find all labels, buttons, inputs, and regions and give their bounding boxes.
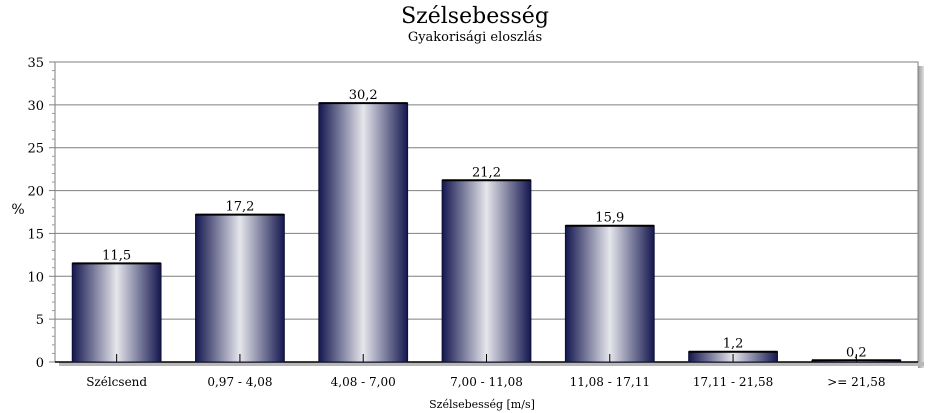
bar (441, 179, 532, 363)
data-label: 0,2 (846, 345, 867, 360)
y-tick-label: 20 (27, 185, 44, 200)
data-label: 15,9 (595, 211, 624, 226)
x-tick-label: 0,97 - 4,08 (207, 375, 272, 389)
y-tick-label: 10 (27, 270, 44, 285)
y-tick-label: 25 (27, 142, 44, 157)
bar (564, 225, 655, 363)
x-tick-label: 4,08 - 7,00 (331, 375, 396, 389)
bar (195, 214, 285, 363)
y-tick-label: 30 (27, 99, 44, 114)
bar (71, 262, 162, 363)
x-tick-label: >= 21,58 (827, 375, 885, 389)
y-tick-label: 35 (27, 56, 44, 71)
x-axis-label: Szélsebesség [m/s] (429, 398, 535, 411)
data-label: 17,2 (225, 200, 254, 215)
data-label: 11,5 (102, 248, 131, 263)
data-label: 21,2 (472, 165, 501, 180)
plot-shadow-bottom (59, 362, 924, 366)
x-tick-label: Szélcsend (86, 375, 147, 389)
y-axis-ticks: 0 5 10 15 20 25 30 35 (27, 56, 55, 371)
data-label: 1,2 (723, 337, 744, 352)
y-tick-label: 5 (36, 313, 44, 328)
y-tick-label: 0 (36, 356, 44, 371)
y-tick-label: 15 (27, 227, 44, 242)
x-tick-label: 11,08 - 17,11 (570, 375, 650, 389)
chart-title: Szélsebesség (401, 4, 549, 29)
x-tick-label: 7,00 - 11,08 (450, 375, 523, 389)
x-axis-ticks: Szélcsend 0,97 - 4,08 4,08 - 7,00 7,00 - 11… (86, 354, 885, 389)
plot-shadow-right (918, 66, 924, 368)
bar (318, 102, 409, 363)
chart-subtitle: Gyakorisági eloszlás (408, 30, 542, 45)
data-label: 30,2 (349, 88, 378, 103)
x-tick-label: 17,11 - 21,58 (693, 375, 773, 389)
y-axis-label: % (11, 202, 24, 218)
